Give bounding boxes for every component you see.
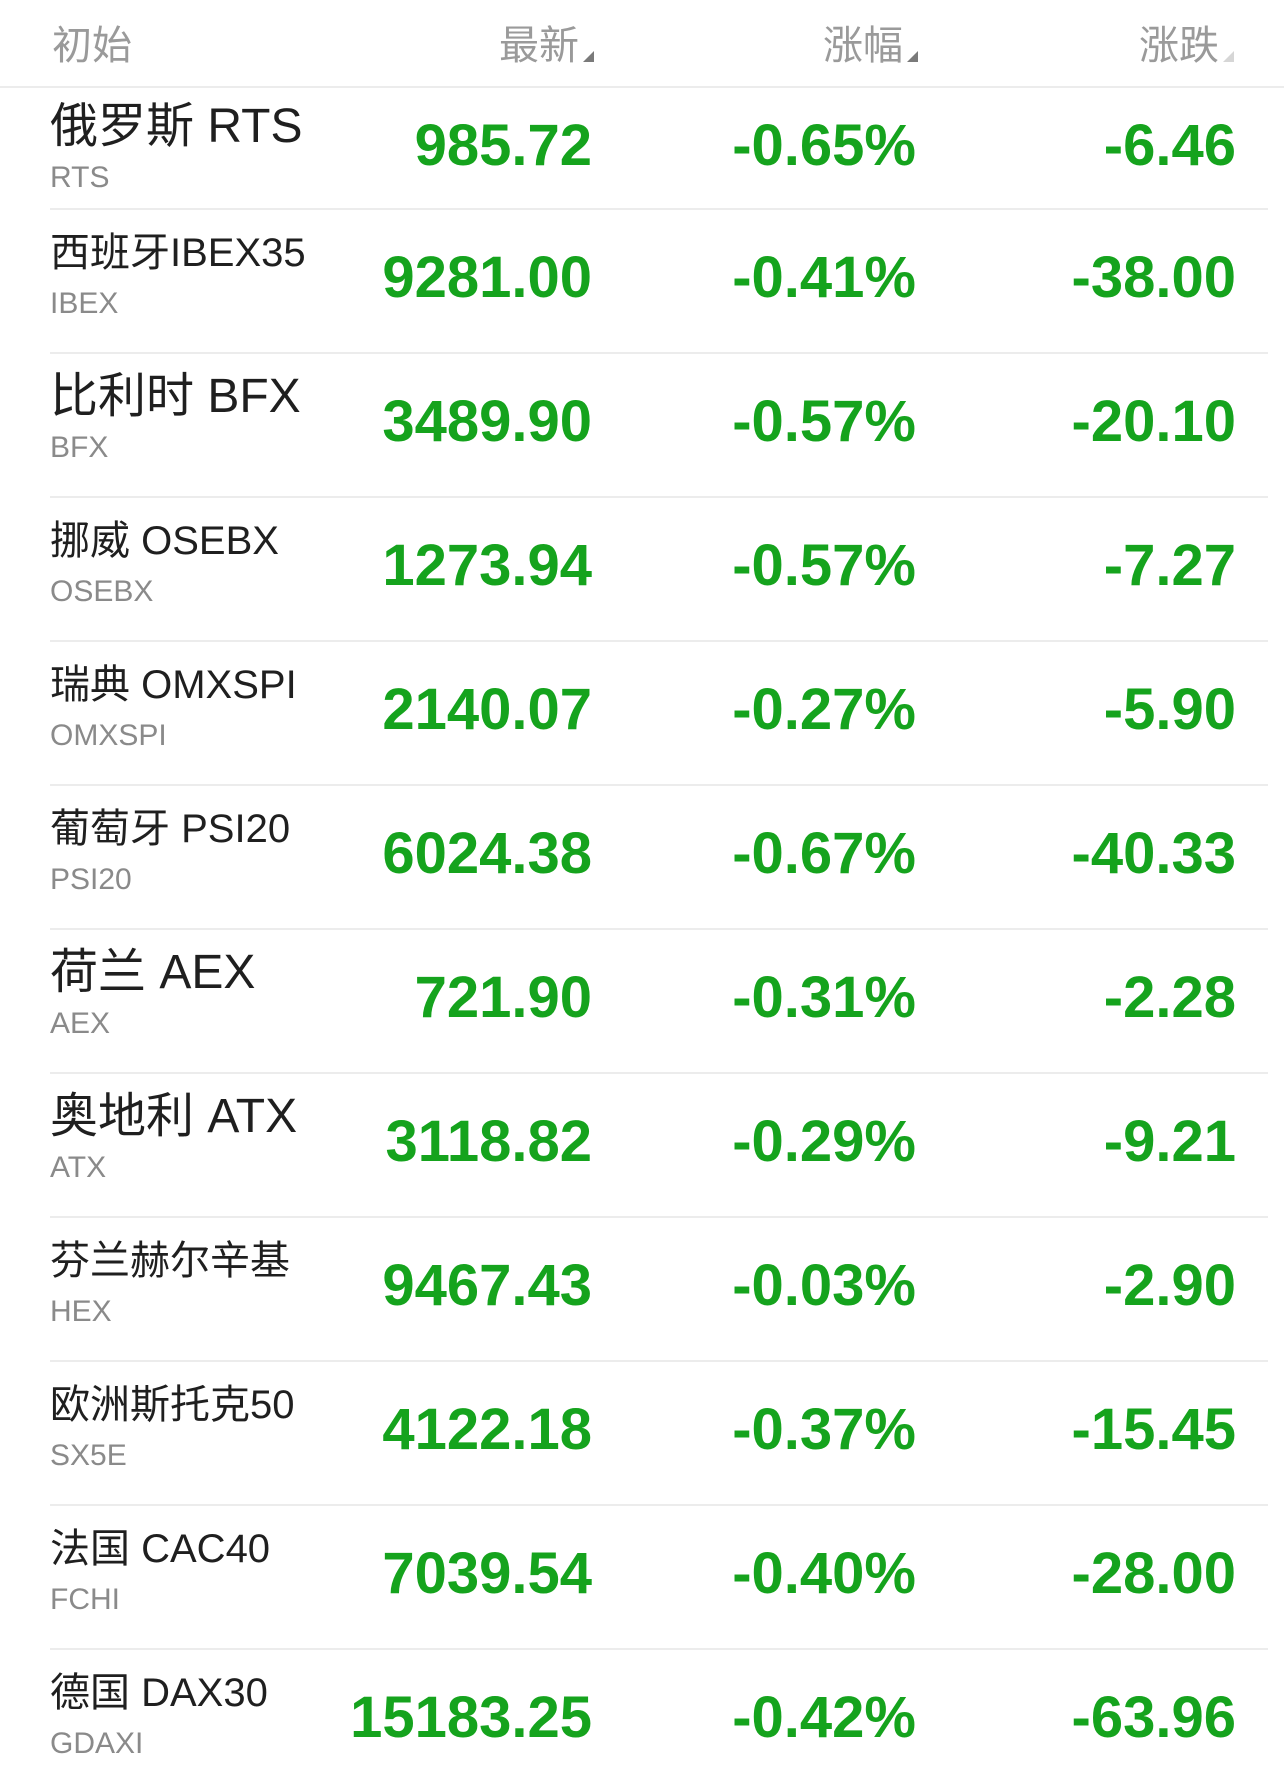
index-name: 德国 DAX30 xyxy=(50,1671,268,1715)
list-item[interactable]: 奥地利 ATX ATX 3118.82 -0.29% -9.21 xyxy=(0,1074,1284,1218)
header-change-label: 涨跌 xyxy=(1139,24,1219,68)
index-code: SX5E xyxy=(50,1439,127,1472)
index-code: RTS xyxy=(50,161,110,194)
change-percent: -0.67% xyxy=(732,821,916,886)
list-item[interactable]: 荷兰 AEX AEX 721.90 -0.31% -2.28 xyxy=(0,930,1284,1074)
list-item[interactable]: 欧洲斯托克50 SX5E 4122.18 -0.37% -15.45 xyxy=(0,1362,1284,1506)
index-name-block: 欧洲斯托克50 SX5E xyxy=(50,1376,295,1474)
list-item[interactable]: 瑞典 OMXSPI OMXSPI 2140.07 -0.27% -5.90 xyxy=(0,642,1284,786)
change-percent: -0.57% xyxy=(732,389,916,454)
index-name: 瑞典 OMXSPI xyxy=(50,663,297,707)
index-code: GDAXI xyxy=(50,1727,144,1760)
index-name-block: 比利时 BFX BFX xyxy=(50,368,301,466)
index-name: 葡萄牙 PSI20 xyxy=(50,807,291,851)
latest-price: 9281.00 xyxy=(382,245,592,310)
index-name: 西班牙IBEX35 xyxy=(50,231,306,275)
index-name-block: 奥地利 ATX ATX xyxy=(50,1088,297,1186)
latest-price: 4122.18 xyxy=(382,1397,592,1462)
change-percent: -0.27% xyxy=(732,677,916,742)
sort-indicator-icon xyxy=(1223,51,1234,62)
list-item[interactable]: 芬兰赫尔辛基 HEX 9467.43 -0.03% -2.90 xyxy=(0,1218,1284,1362)
index-code: OMXSPI xyxy=(50,719,167,752)
change-amount: -2.90 xyxy=(1103,1253,1236,1318)
index-code: PSI20 xyxy=(50,863,132,896)
change-percent: -0.40% xyxy=(732,1541,916,1606)
change-amount: -7.27 xyxy=(1103,533,1236,598)
index-code: ATX xyxy=(50,1151,107,1184)
index-name: 荷兰 AEX xyxy=(50,946,256,999)
table-header: 初始 最新 涨幅 涨跌 xyxy=(0,0,1284,88)
change-amount: -5.90 xyxy=(1103,677,1236,742)
index-code: IBEX xyxy=(50,287,119,320)
change-amount: -38.00 xyxy=(1071,245,1236,310)
index-name: 法国 CAC40 xyxy=(50,1527,271,1571)
header-name-column[interactable]: 初始 xyxy=(52,20,132,72)
list-item[interactable]: 挪威 OSEBX OSEBX 1273.94 -0.57% -7.27 xyxy=(0,498,1284,642)
list-item[interactable]: 葡萄牙 PSI20 PSI20 6024.38 -0.67% -40.33 xyxy=(0,786,1284,930)
index-name-block: 俄罗斯 RTS RTS xyxy=(50,98,302,196)
header-change-column[interactable]: 涨跌 xyxy=(1139,20,1234,72)
change-percent: -0.29% xyxy=(732,1109,916,1174)
header-name-label: 初始 xyxy=(52,24,132,68)
list-item[interactable]: 俄罗斯 RTS RTS 985.72 -0.65% -6.46 xyxy=(0,88,1284,210)
change-amount: -15.45 xyxy=(1071,1397,1236,1462)
latest-price: 3489.90 xyxy=(382,389,592,454)
list-item[interactable]: 法国 CAC40 FCHI 7039.54 -0.40% -28.00 xyxy=(0,1506,1284,1650)
list-item[interactable]: 比利时 BFX BFX 3489.90 -0.57% -20.10 xyxy=(0,354,1284,498)
index-code: FCHI xyxy=(50,1583,120,1616)
index-name-block: 法国 CAC40 FCHI xyxy=(50,1520,270,1618)
index-code: HEX xyxy=(50,1295,112,1328)
sort-indicator-icon xyxy=(583,51,594,62)
index-name: 欧洲斯托克50 xyxy=(50,1383,295,1427)
latest-price: 985.72 xyxy=(414,113,592,178)
latest-price: 9467.43 xyxy=(382,1253,592,1318)
header-price-label: 最新 xyxy=(499,24,579,68)
change-amount: -6.46 xyxy=(1103,113,1236,178)
latest-price: 15183.25 xyxy=(350,1685,592,1750)
header-percent-label: 涨幅 xyxy=(823,24,903,68)
change-percent: -0.31% xyxy=(732,965,916,1030)
list-item[interactable]: 西班牙IBEX35 IBEX 9281.00 -0.41% -38.00 xyxy=(0,210,1284,354)
change-percent: -0.65% xyxy=(732,113,916,178)
change-amount: -2.28 xyxy=(1103,965,1236,1030)
index-name-block: 挪威 OSEBX OSEBX xyxy=(50,512,279,610)
index-code: OSEBX xyxy=(50,575,154,608)
change-percent: -0.57% xyxy=(732,533,916,598)
sort-indicator-icon xyxy=(907,51,918,62)
index-name: 比利时 BFX xyxy=(50,370,301,423)
change-percent: -0.03% xyxy=(732,1253,916,1318)
header-price-column[interactable]: 最新 xyxy=(499,20,594,72)
index-name: 俄罗斯 RTS xyxy=(50,100,303,153)
change-percent: -0.37% xyxy=(732,1397,916,1462)
header-percent-column[interactable]: 涨幅 xyxy=(823,20,918,72)
index-name: 芬兰赫尔辛基 xyxy=(50,1239,290,1283)
index-name-block: 德国 DAX30 GDAXI xyxy=(50,1664,268,1762)
index-name-block: 西班牙IBEX35 IBEX xyxy=(50,224,306,322)
change-amount: -20.10 xyxy=(1071,389,1236,454)
change-amount: -63.96 xyxy=(1071,1685,1236,1750)
change-amount: -28.00 xyxy=(1071,1541,1236,1606)
change-amount: -9.21 xyxy=(1103,1109,1236,1174)
index-name-block: 瑞典 OMXSPI OMXSPI xyxy=(50,656,297,754)
index-name-block: 葡萄牙 PSI20 PSI20 xyxy=(50,800,290,898)
latest-price: 6024.38 xyxy=(382,821,592,886)
index-name-block: 芬兰赫尔辛基 HEX xyxy=(50,1232,290,1330)
latest-price: 3118.82 xyxy=(385,1109,592,1174)
latest-price: 2140.07 xyxy=(382,677,592,742)
list-item[interactable]: 德国 DAX30 GDAXI 15183.25 -0.42% -63.96 xyxy=(0,1650,1284,1791)
index-name: 挪威 OSEBX xyxy=(50,519,279,563)
change-percent: -0.42% xyxy=(732,1685,916,1750)
latest-price: 7039.54 xyxy=(382,1541,592,1606)
index-name: 奥地利 ATX xyxy=(50,1090,298,1143)
change-amount: -40.33 xyxy=(1071,821,1236,886)
index-code: AEX xyxy=(50,1007,111,1040)
change-percent: -0.41% xyxy=(732,245,916,310)
index-list: 俄罗斯 RTS RTS 985.72 -0.65% -6.46 西班牙IBEX3… xyxy=(0,88,1284,1791)
index-name-block: 荷兰 AEX AEX xyxy=(50,944,255,1042)
latest-price: 1273.94 xyxy=(382,533,592,598)
index-code: BFX xyxy=(50,431,109,464)
latest-price: 721.90 xyxy=(414,965,592,1030)
